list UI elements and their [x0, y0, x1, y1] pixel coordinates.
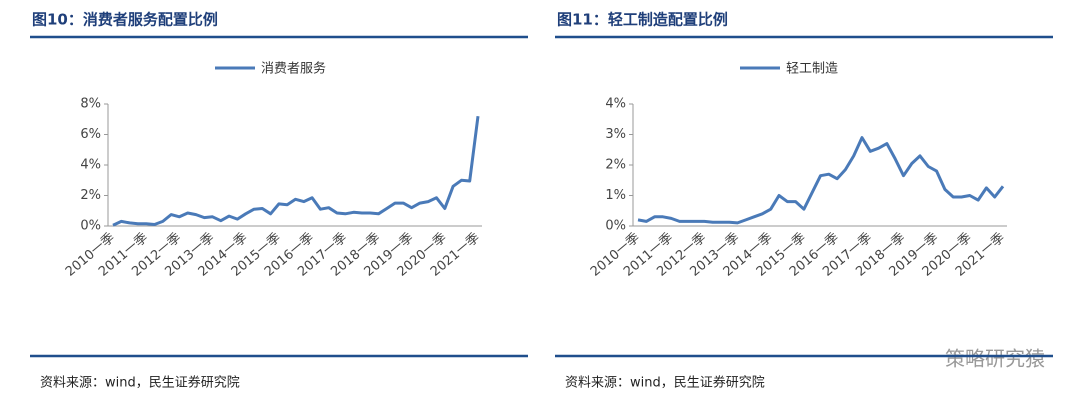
y-tick-label: 0% [605, 219, 626, 234]
chart-title: 图11：轻工制造配置比例 [557, 11, 728, 29]
y-tick-label: 2% [80, 188, 101, 203]
y-tick-label: 3% [605, 127, 626, 142]
y-tick-label: 8% [80, 97, 101, 112]
chart-title: 图10：消费者服务配置比例 [32, 11, 218, 29]
y-tick-label: 0% [80, 219, 101, 234]
source-note: 资料来源：wind，民生证券研究院 [565, 375, 765, 391]
chart-panel: 图11：轻工制造配置比例资料来源：wind，民生证券研究院0%1%2%3%4%2… [555, 11, 1053, 391]
legend-label: 轻工制造 [786, 62, 838, 77]
legend-label: 消费者服务 [261, 61, 326, 77]
watermark: 策略研究猿 [945, 347, 1045, 371]
y-tick-label: 4% [80, 158, 101, 173]
y-tick-label: 1% [605, 188, 626, 203]
data-line [637, 136, 1005, 225]
source-note: 资料来源：wind，民生证券研究院 [40, 375, 240, 391]
y-tick-label: 4% [605, 97, 626, 112]
y-tick-label: 2% [605, 158, 626, 173]
y-tick-label: 6% [80, 127, 101, 142]
data-line [112, 116, 480, 227]
